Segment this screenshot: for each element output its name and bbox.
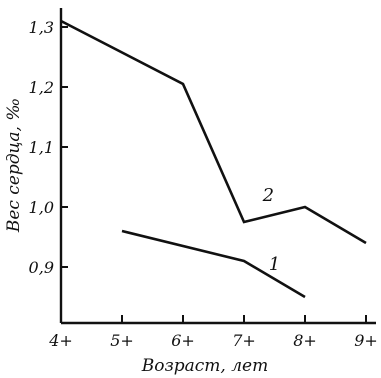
- chart-axes: [59, 8, 376, 325]
- y-tick-label: 1,2: [29, 78, 54, 97]
- series-line-2: [60, 19, 367, 245]
- y-tick-label: 1,3: [29, 18, 54, 37]
- x-tick-label: 6+: [171, 331, 195, 350]
- x-tick-label: 8+: [293, 331, 317, 350]
- series-label-2: 2: [262, 185, 274, 206]
- series-line-1: [121, 229, 306, 299]
- y-tick-label: 1,1: [29, 138, 54, 157]
- y-tick-label: 1,0: [29, 198, 54, 217]
- series-layer: 12: [60, 19, 367, 299]
- y-axis-title: Вес сердца, ‰: [4, 98, 24, 233]
- x-tick-label: 7+: [232, 331, 256, 350]
- series-label-1: 1: [269, 254, 280, 275]
- x-tick-label: 5+: [110, 331, 134, 350]
- y-ticks: 0,9 1,0 1,1 1,2 1,3: [29, 18, 68, 277]
- x-tick-label: 4+: [48, 331, 73, 350]
- y-tick-label: 0,9: [29, 258, 54, 277]
- x-ticks: 4+ 5+ 6+ 7+ 8+ 9+: [48, 315, 378, 350]
- x-tick-label: 9+: [354, 331, 378, 350]
- x-axis-title: Возраст, лет: [141, 356, 268, 376]
